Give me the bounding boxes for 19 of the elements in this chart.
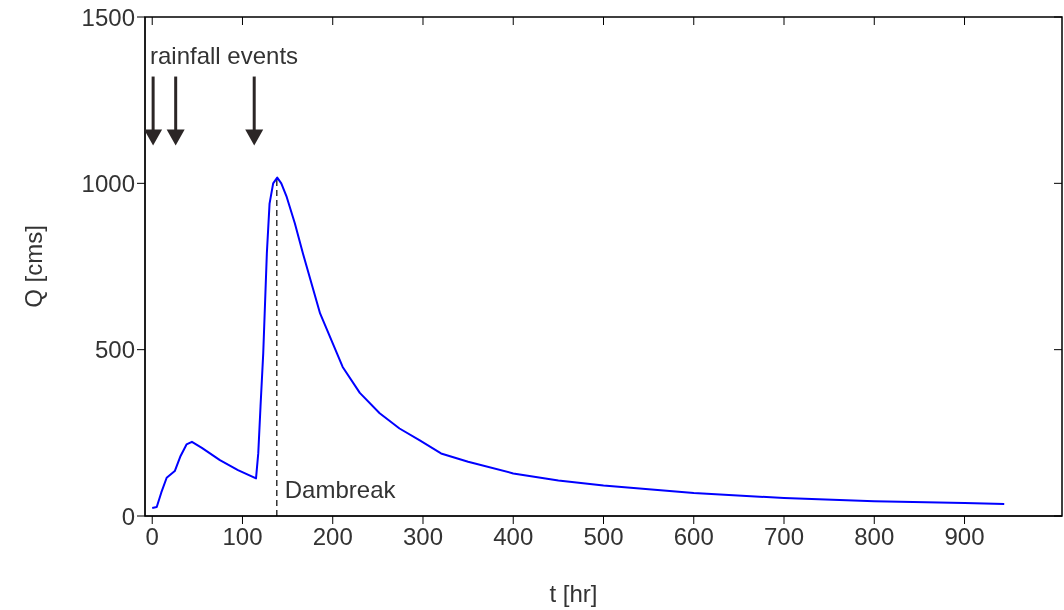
x-tick-label: 900 [944,523,985,551]
y-tick-label: 1000 [81,169,135,197]
x-tick-label: 700 [763,523,805,551]
x-tick-label: 300 [402,523,444,551]
x-tick-label: 600 [673,523,714,551]
annotation: rainfall events [150,42,299,69]
ref-line-label: Dambreak [284,476,397,503]
line-series [151,176,1006,510]
x-tick-label: 100 [222,523,263,551]
y-tick-label: 0 [121,502,135,530]
x-tick-label: 500 [583,523,624,551]
y-axis-title: Q [cms] [20,225,47,308]
y-tick-label: 500 [94,336,135,364]
x-tick-label: 0 [145,523,159,551]
x-tick-label: 800 [854,523,895,551]
y-tick-label: 1500 [81,3,135,31]
x-tick-label: 400 [493,523,534,551]
x-tick-label: 200 [312,523,353,551]
x-axis-title: t [hr] [549,580,598,607]
